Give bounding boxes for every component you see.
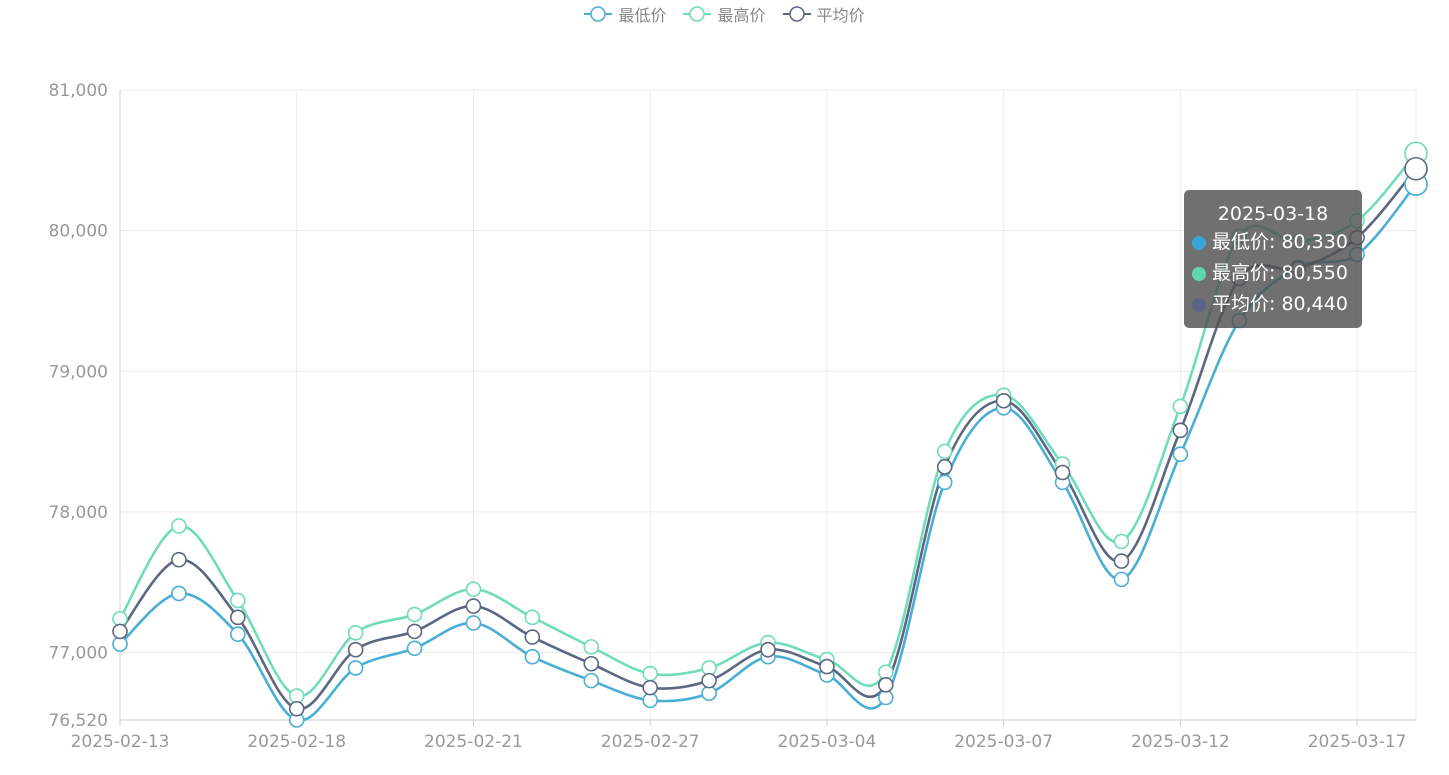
data-point-high[interactable] (524, 609, 541, 626)
data-point-avg[interactable] (465, 598, 482, 614)
y-tick-label: 76,520 (49, 711, 108, 731)
legend-item-avg[interactable]: 平均价 (782, 2, 865, 26)
y-tick-label: 77,000 (49, 644, 108, 664)
x-tick-label: 2025-02-21 (424, 732, 523, 752)
legend-item-low[interactable]: 最低价 (584, 2, 666, 26)
tooltip-row-avg: 平均价: 80,440 (1184, 289, 1362, 320)
data-point-high[interactable] (230, 592, 246, 609)
data-point-avg[interactable] (347, 641, 364, 658)
line-circle-icon (782, 6, 811, 22)
tooltip-text-high: 最高价: 80,550 (1212, 262, 1348, 284)
data-point-low[interactable] (171, 585, 187, 602)
data-point-avg[interactable] (936, 459, 953, 475)
data-point-high[interactable] (1172, 398, 1189, 415)
data-point-avg[interactable] (878, 677, 894, 693)
data-point-avg[interactable] (171, 551, 187, 568)
data-point-avg[interactable] (760, 641, 776, 658)
series-layer (112, 141, 1428, 728)
data-point-high[interactable] (936, 443, 953, 460)
axis-layer: 76,520 77,000 78,000 79,000 80,000 81,000 2025… (49, 81, 1416, 752)
tooltip-text-low: 最低价: 80,330 (1212, 231, 1348, 253)
data-point-avg[interactable] (112, 623, 128, 640)
data-point-avg[interactable] (642, 679, 658, 696)
data-point-avg[interactable] (524, 629, 541, 645)
data-point-avg[interactable] (406, 623, 423, 640)
x-tick-label: 2025-02-27 (601, 732, 700, 752)
x-tick-label: 2025-03-07 (954, 732, 1053, 752)
y-tick-label: 80,000 (49, 222, 108, 242)
tooltip-row-high: 最高价: 80,550 (1184, 258, 1362, 289)
data-point-high[interactable] (583, 639, 600, 655)
x-tick-label: 2025-03-17 (1308, 732, 1407, 752)
x-tick-label: 2025-02-18 (247, 732, 346, 752)
data-point-avg[interactable] (288, 700, 305, 717)
data-point-avg[interactable] (1172, 422, 1189, 439)
data-point-avg[interactable] (230, 609, 246, 626)
data-point-avg[interactable] (819, 658, 835, 675)
y-tick-label: 79,000 (49, 362, 108, 382)
data-point-low[interactable] (465, 615, 482, 631)
data-point-low[interactable] (406, 640, 423, 657)
data-point-avg[interactable] (995, 392, 1012, 409)
tooltip-dot-low (1192, 235, 1206, 250)
tooltip-title: 2025-03-18 (1217, 203, 1329, 225)
data-point-low[interactable] (1172, 446, 1189, 463)
data-point-low[interactable] (1113, 571, 1130, 588)
data-point-high[interactable] (1113, 533, 1130, 550)
data-point-low[interactable] (583, 672, 600, 689)
data-point-avg[interactable] (1113, 553, 1130, 569)
tooltip-row-low: 最低价: 80,330 (1184, 227, 1362, 258)
data-point-low[interactable] (347, 660, 364, 676)
x-tick-label: 2025-02-13 (71, 732, 170, 752)
data-point-avg[interactable] (1054, 464, 1071, 481)
data-point-low[interactable] (230, 626, 246, 643)
legend: 最低价 最高价 平均价 (0, 2, 1449, 28)
legend-label-low: 最低价 (618, 6, 667, 25)
data-point-high[interactable] (171, 518, 187, 534)
legend-label-high: 最高价 (717, 6, 766, 25)
y-tick-label: 78,000 (49, 503, 108, 523)
data-point-high[interactable] (642, 665, 658, 682)
data-point-low[interactable] (524, 648, 541, 665)
legend-label-avg: 平均价 (816, 6, 865, 25)
data-point-high[interactable] (347, 625, 364, 641)
tooltip-dot-high (1192, 266, 1206, 281)
x-tick-label: 2025-03-04 (778, 732, 877, 752)
line-circle-icon (683, 6, 712, 22)
tooltip-text-avg: 平均价: 80,440 (1212, 293, 1348, 315)
y-tick-label: 81,000 (49, 81, 108, 101)
data-point-high[interactable] (465, 581, 482, 598)
data-point-avg[interactable] (583, 655, 600, 672)
line-circle-icon (584, 6, 613, 22)
tooltip: 2025-03-18 最低价: 80,330 最高价: 80,550 平均价: … (1184, 190, 1362, 328)
grid-layer (119, 89, 1417, 721)
data-point-high[interactable] (406, 606, 423, 623)
tooltip-dot-avg (1192, 297, 1206, 312)
data-point-low[interactable] (936, 474, 953, 491)
legend-item-high[interactable]: 最高价 (683, 2, 766, 26)
data-point-avg[interactable] (701, 672, 717, 689)
data-point-avg[interactable] (1404, 156, 1428, 181)
x-tick-label: 2025-03-12 (1131, 732, 1230, 752)
